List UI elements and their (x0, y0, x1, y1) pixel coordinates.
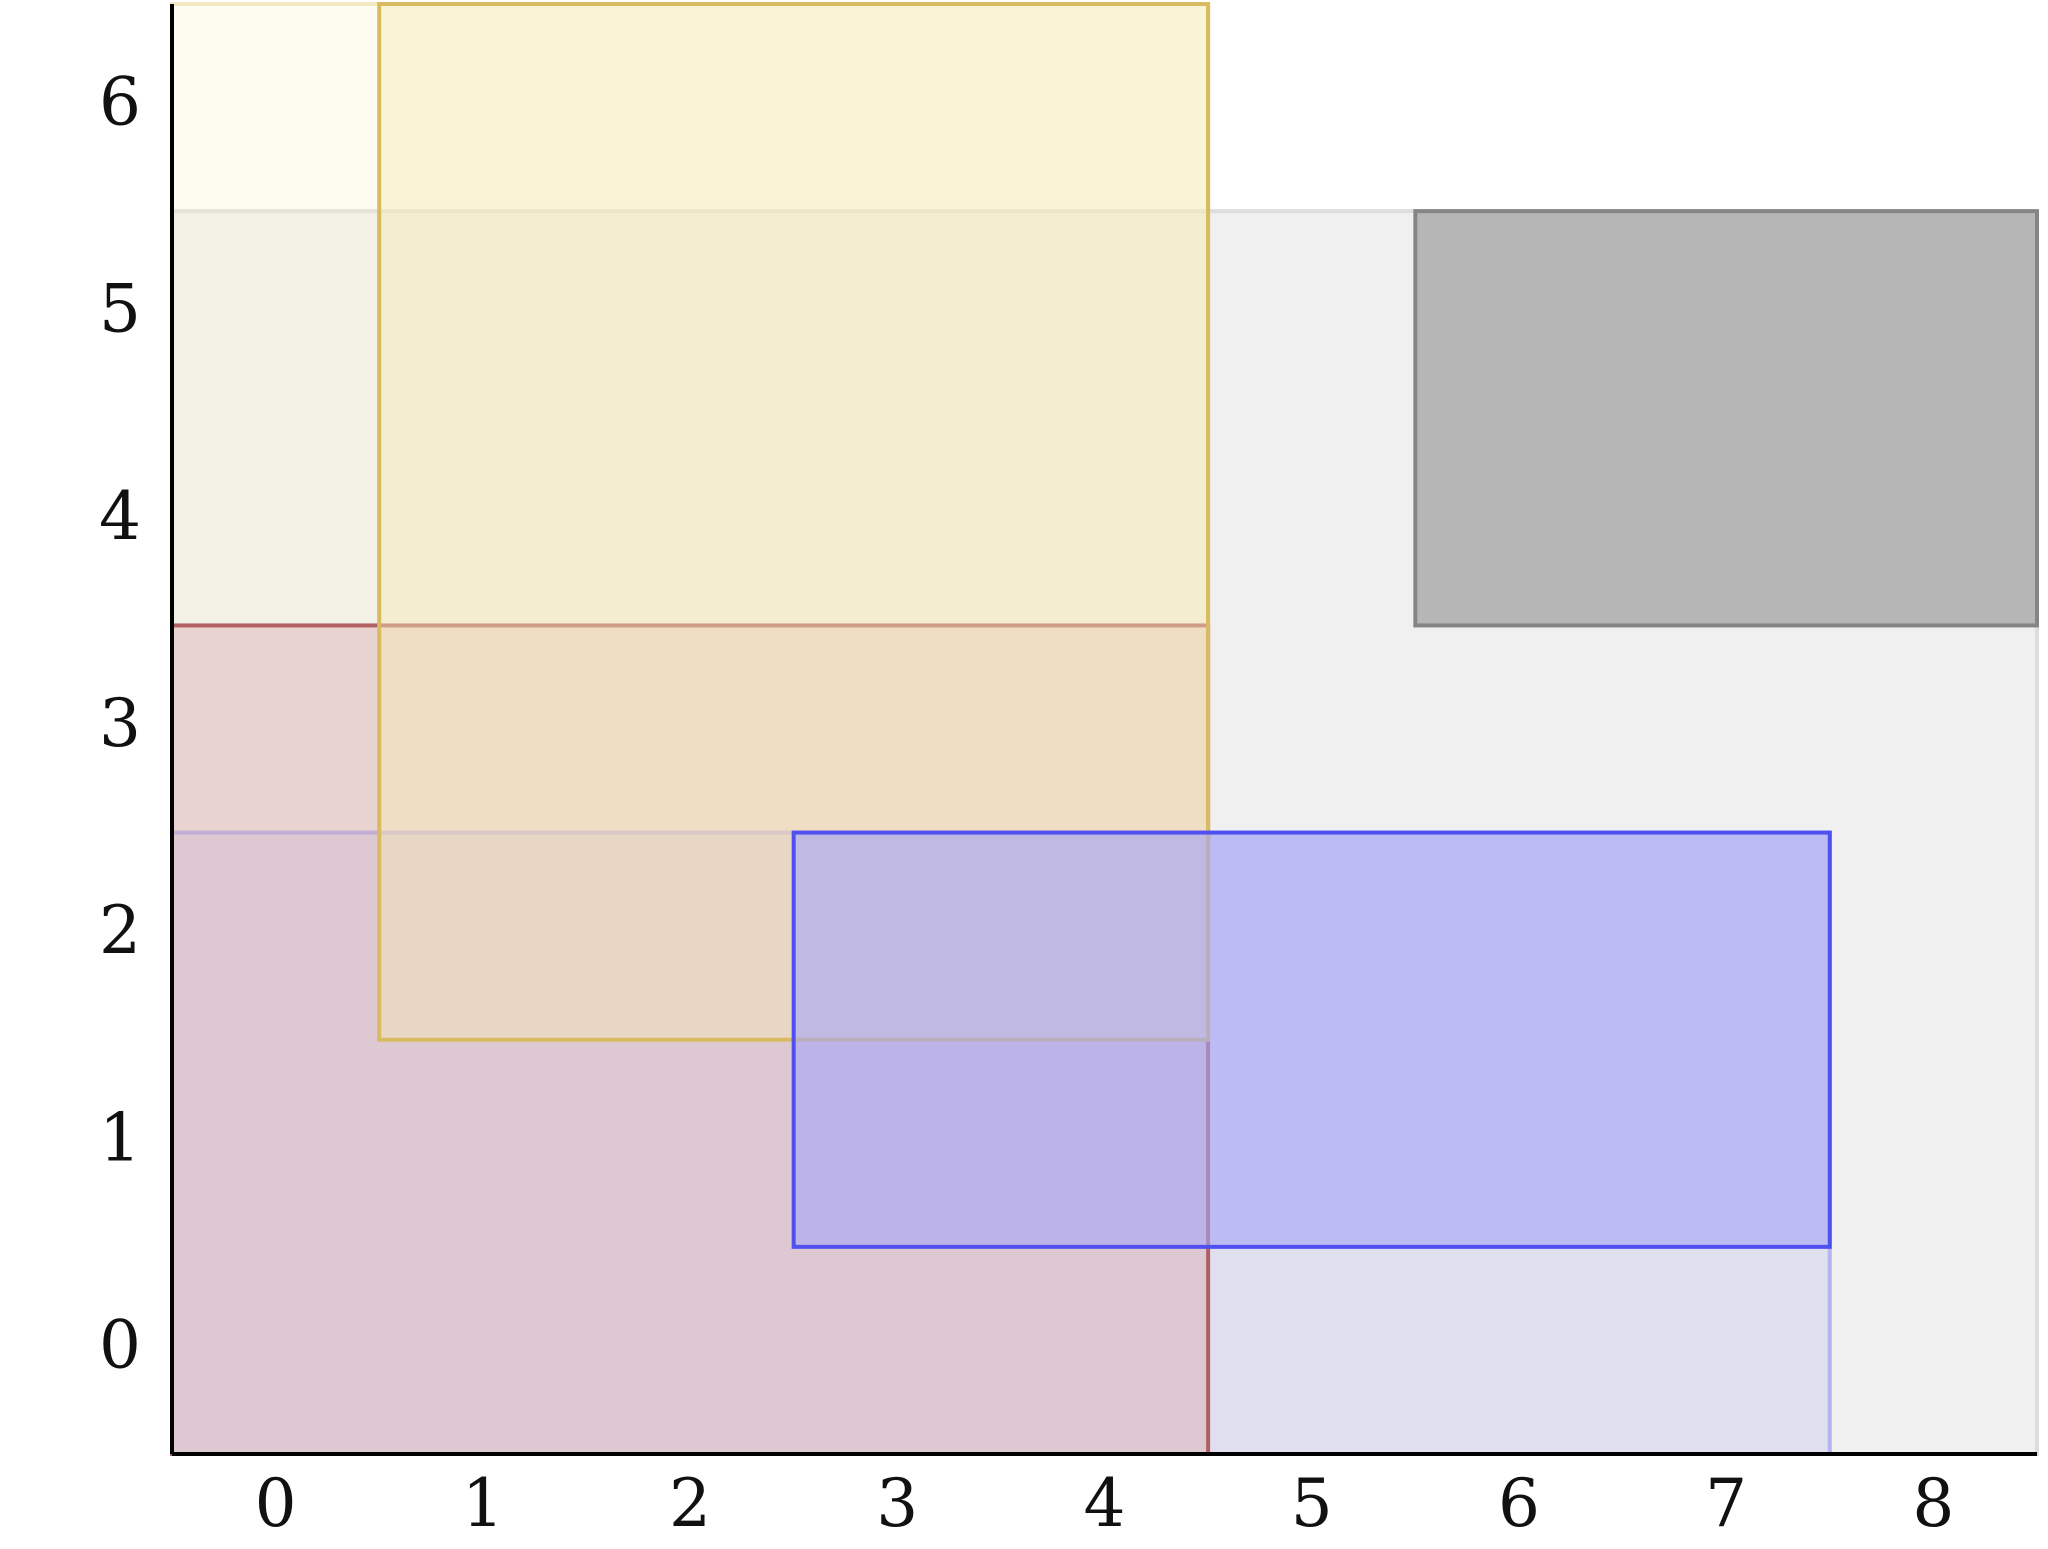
y-tick-label: 4 (99, 478, 141, 555)
y-tick-label: 6 (99, 64, 141, 141)
x-tick-label: 2 (669, 1465, 711, 1542)
rectangle (1413, 209, 2040, 628)
x-tick-label: 0 (255, 1465, 297, 1542)
y-tick-label: 1 (99, 1099, 141, 1176)
y-tick-label: 3 (99, 685, 141, 762)
y-tick-label: 2 (99, 892, 141, 969)
x-tick-label: 1 (462, 1465, 504, 1542)
x-tick-label: 5 (1291, 1465, 1333, 1542)
x-tick-label: 7 (1705, 1465, 1747, 1542)
x-tick-label: 3 (876, 1465, 918, 1542)
x-tick-label: 4 (1084, 1465, 1126, 1542)
y-tick-label: 0 (99, 1306, 141, 1383)
x-tick-label: 6 (1498, 1465, 1540, 1542)
y-tick-label: 5 (99, 271, 141, 348)
rectangle (791, 830, 1832, 1249)
x-tick-label: 8 (1912, 1465, 1954, 1542)
